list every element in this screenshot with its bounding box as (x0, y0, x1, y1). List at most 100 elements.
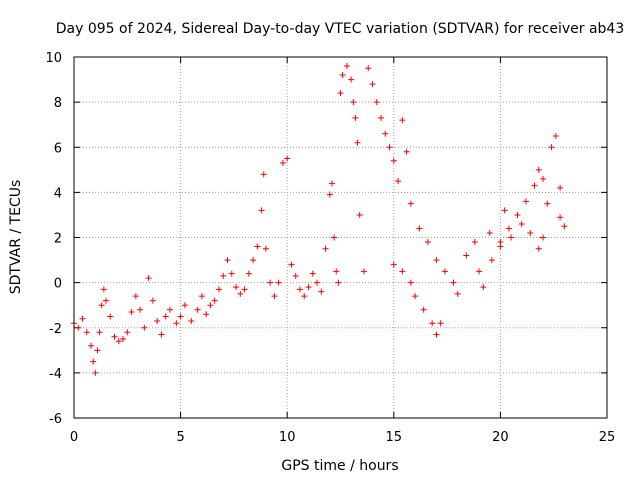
data-point-marker (111, 333, 118, 340)
data-point-marker (535, 245, 542, 252)
data-point-marker (386, 144, 393, 151)
data-point-marker (508, 234, 515, 241)
data-point-marker (198, 293, 205, 300)
data-point-marker (476, 268, 483, 275)
data-point-marker (115, 338, 122, 345)
data-point-marker (245, 270, 252, 277)
data-point-marker (288, 261, 295, 268)
grid-lines (74, 57, 607, 418)
data-point-marker (132, 293, 139, 300)
x-tick-label: 20 (492, 430, 509, 445)
data-point-marker (540, 234, 547, 241)
data-point-marker (228, 270, 235, 277)
data-point-marker (561, 223, 568, 230)
data-point-marker (399, 268, 406, 275)
data-point-marker (514, 211, 521, 218)
data-point-marker (522, 198, 529, 205)
data-point-marker (548, 144, 555, 151)
data-point-marker (102, 297, 109, 304)
data-point-marker (335, 279, 342, 286)
data-point-marker (518, 220, 525, 227)
data-point-marker (420, 306, 427, 313)
tick-labels: 0 5 10 15 20 25 -6 -4 -2 0 2 4 6 8 10 (45, 51, 615, 445)
x-tick-label: 15 (386, 430, 403, 445)
data-point-marker (90, 358, 97, 365)
data-point-marker (141, 324, 148, 331)
data-point-marker (390, 157, 397, 164)
data-point-marker (296, 286, 303, 293)
data-point-marker (544, 200, 551, 207)
data-point-marker (188, 317, 195, 324)
data-point-marker (128, 308, 135, 315)
data-point-marker (433, 331, 440, 338)
data-point-marker (403, 148, 410, 155)
data-point-marker (337, 90, 344, 97)
data-point-marker (88, 342, 95, 349)
data-point-marker (124, 329, 131, 336)
data-point-marker (166, 306, 173, 313)
data-point-marker (343, 63, 350, 70)
data-point-marker (149, 297, 156, 304)
data-point-marker (83, 329, 90, 336)
chart-title: Day 095 of 2024, Sidereal Day-to-day VTE… (56, 21, 625, 37)
x-tick-label: 0 (70, 430, 78, 445)
y-tick-label: -6 (49, 412, 62, 427)
data-point-marker (100, 286, 107, 293)
data-point-marker (488, 257, 495, 264)
data-point-marker (552, 132, 559, 139)
data-point-marker (250, 257, 257, 264)
data-point-marker (352, 114, 359, 121)
data-point-marker (158, 331, 165, 338)
data-point-marker (505, 225, 512, 232)
data-point-marker (267, 279, 274, 286)
data-point-marker (211, 297, 218, 304)
data-point-marker (107, 313, 114, 320)
data-point-marker (75, 324, 82, 331)
data-point-marker (557, 184, 564, 191)
data-point-marker (177, 313, 184, 320)
data-point-marker (173, 320, 180, 327)
data-point-marker (531, 182, 538, 189)
data-point-marker (412, 293, 419, 300)
data-point-marker (233, 284, 240, 291)
data-point-marker (356, 211, 363, 218)
data-point-marker (437, 320, 444, 327)
data-point-marker (369, 81, 376, 88)
data-point-marker (271, 293, 278, 300)
data-point-marker (326, 191, 333, 198)
y-tick-label: -2 (49, 322, 62, 337)
data-point-marker (94, 347, 101, 354)
data-point-marker (318, 288, 325, 295)
data-point-marker (433, 257, 440, 264)
data-point-marker (501, 207, 508, 214)
data-point-marker (429, 320, 436, 327)
data-point-marker (279, 160, 286, 167)
data-point-marker (284, 155, 291, 162)
y-tick-label: 4 (54, 186, 62, 201)
data-point-marker (527, 229, 534, 236)
y-tick-label: 8 (54, 96, 62, 111)
y-axis-label: SDTVAR / TECUs (8, 180, 24, 295)
x-tick-label: 5 (176, 430, 184, 445)
data-point-marker (154, 317, 161, 324)
y-tick-label: 10 (45, 51, 62, 66)
data-point-marker (535, 166, 542, 173)
data-point-marker (215, 286, 222, 293)
plot-frame (73, 56, 608, 419)
data-point-marker (339, 72, 346, 79)
data-point-marker (399, 117, 406, 124)
data-point-marker (254, 243, 261, 250)
data-point-marker (162, 313, 169, 320)
data-point-marker (305, 284, 312, 291)
data-point-marker (314, 279, 321, 286)
y-tick-label: -4 (49, 367, 62, 382)
data-point-marker (309, 270, 316, 277)
data-point-marker (486, 229, 493, 236)
data-point-marker (237, 290, 244, 297)
data-point-marker (463, 252, 470, 259)
data-point-marker (382, 130, 389, 137)
data-point-marker (120, 336, 127, 343)
data-point-marker (275, 279, 282, 286)
y-tick-label: 2 (54, 232, 62, 247)
